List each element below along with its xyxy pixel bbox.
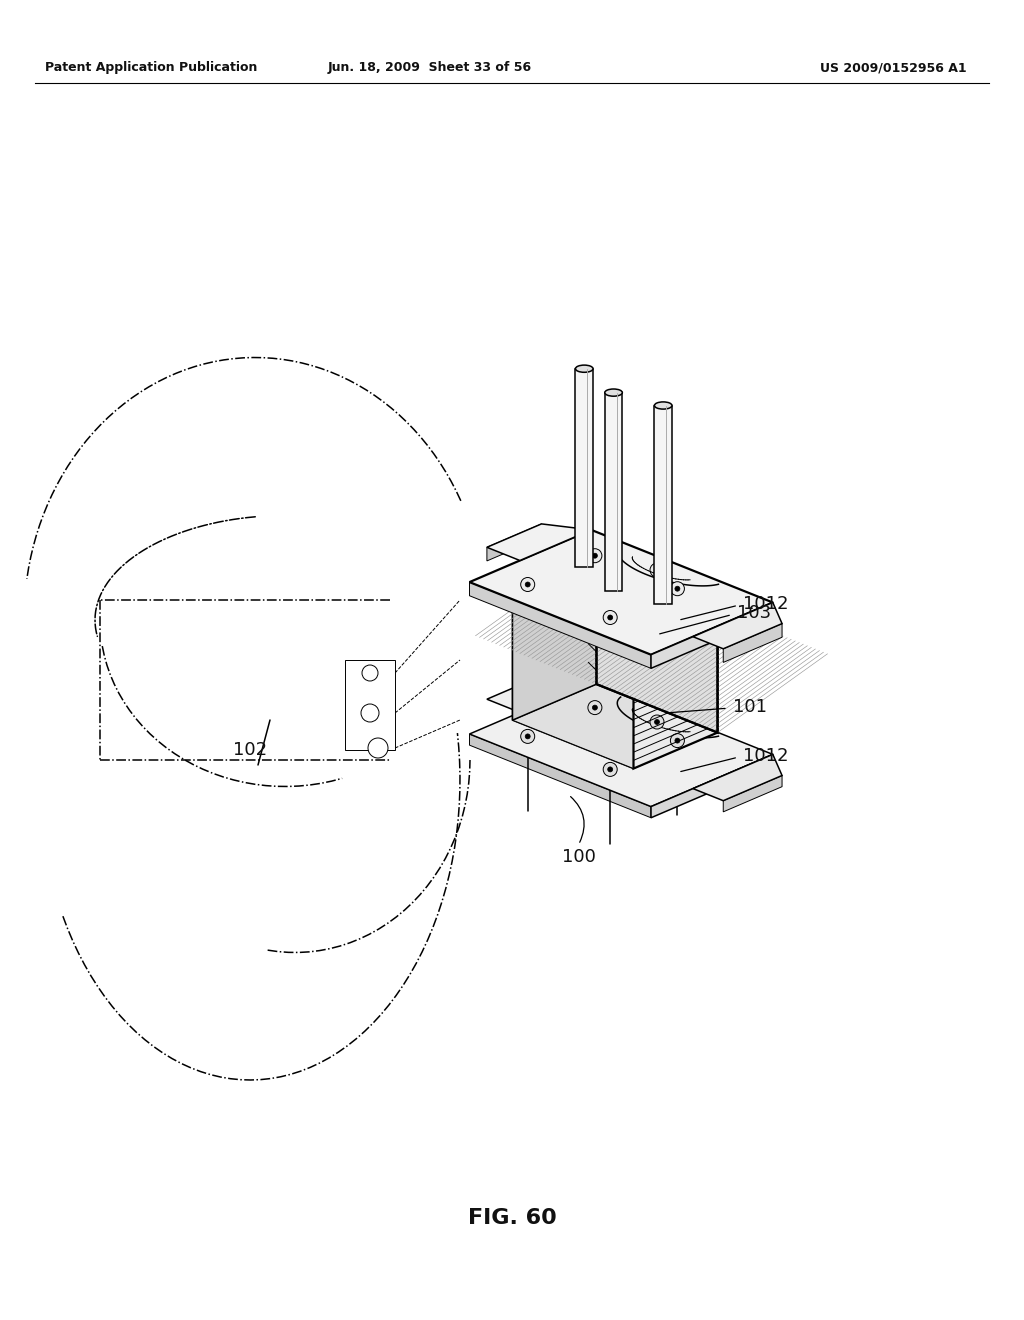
Circle shape bbox=[362, 665, 378, 681]
Polygon shape bbox=[512, 561, 597, 721]
Text: 1012: 1012 bbox=[743, 595, 788, 614]
Circle shape bbox=[681, 606, 686, 611]
Circle shape bbox=[607, 767, 612, 772]
Text: Patent Application Publication: Patent Application Publication bbox=[45, 62, 257, 74]
Circle shape bbox=[654, 719, 659, 725]
Polygon shape bbox=[469, 734, 651, 818]
Polygon shape bbox=[512, 684, 718, 768]
Polygon shape bbox=[597, 561, 718, 733]
Circle shape bbox=[671, 582, 684, 595]
Polygon shape bbox=[512, 561, 718, 645]
Polygon shape bbox=[651, 602, 773, 668]
Ellipse shape bbox=[605, 389, 623, 396]
Text: US 2009/0152956 A1: US 2009/0152956 A1 bbox=[820, 62, 967, 74]
Circle shape bbox=[588, 549, 602, 562]
Text: 103: 103 bbox=[737, 603, 771, 622]
Polygon shape bbox=[693, 755, 782, 801]
Polygon shape bbox=[469, 582, 651, 668]
Text: 101: 101 bbox=[733, 698, 767, 717]
Polygon shape bbox=[486, 524, 591, 561]
Circle shape bbox=[671, 734, 684, 747]
Text: 102: 102 bbox=[232, 741, 267, 759]
Circle shape bbox=[603, 763, 617, 776]
Circle shape bbox=[525, 734, 530, 739]
Text: 100: 100 bbox=[561, 847, 595, 866]
Circle shape bbox=[675, 738, 680, 743]
Circle shape bbox=[361, 704, 379, 722]
Polygon shape bbox=[512, 598, 634, 768]
Circle shape bbox=[525, 582, 530, 587]
Circle shape bbox=[593, 705, 597, 710]
Circle shape bbox=[588, 701, 602, 714]
Polygon shape bbox=[345, 660, 395, 750]
Circle shape bbox=[676, 601, 691, 616]
Circle shape bbox=[654, 568, 659, 573]
Polygon shape bbox=[575, 368, 593, 568]
Polygon shape bbox=[654, 405, 672, 605]
Circle shape bbox=[675, 586, 680, 591]
Circle shape bbox=[593, 553, 597, 558]
Polygon shape bbox=[723, 623, 782, 663]
Polygon shape bbox=[723, 776, 782, 812]
Circle shape bbox=[607, 615, 612, 620]
Ellipse shape bbox=[654, 401, 672, 409]
Polygon shape bbox=[634, 610, 718, 768]
Polygon shape bbox=[693, 602, 782, 649]
Circle shape bbox=[368, 738, 388, 758]
Circle shape bbox=[520, 578, 535, 591]
Text: FIG. 60: FIG. 60 bbox=[468, 1208, 556, 1229]
Circle shape bbox=[626, 628, 632, 635]
Polygon shape bbox=[469, 529, 773, 655]
Polygon shape bbox=[469, 682, 773, 807]
Polygon shape bbox=[651, 755, 773, 818]
Ellipse shape bbox=[575, 366, 593, 372]
Circle shape bbox=[593, 568, 609, 583]
Circle shape bbox=[603, 610, 617, 624]
Polygon shape bbox=[486, 676, 591, 713]
Text: Jun. 18, 2009  Sheet 33 of 56: Jun. 18, 2009 Sheet 33 of 56 bbox=[328, 62, 532, 74]
Circle shape bbox=[539, 591, 554, 607]
Circle shape bbox=[650, 715, 664, 729]
Circle shape bbox=[544, 595, 550, 602]
Polygon shape bbox=[605, 392, 623, 591]
Circle shape bbox=[598, 573, 604, 578]
Text: 1012: 1012 bbox=[743, 747, 788, 766]
Circle shape bbox=[621, 624, 637, 640]
Circle shape bbox=[520, 730, 535, 743]
Polygon shape bbox=[486, 524, 542, 561]
Circle shape bbox=[650, 564, 664, 577]
